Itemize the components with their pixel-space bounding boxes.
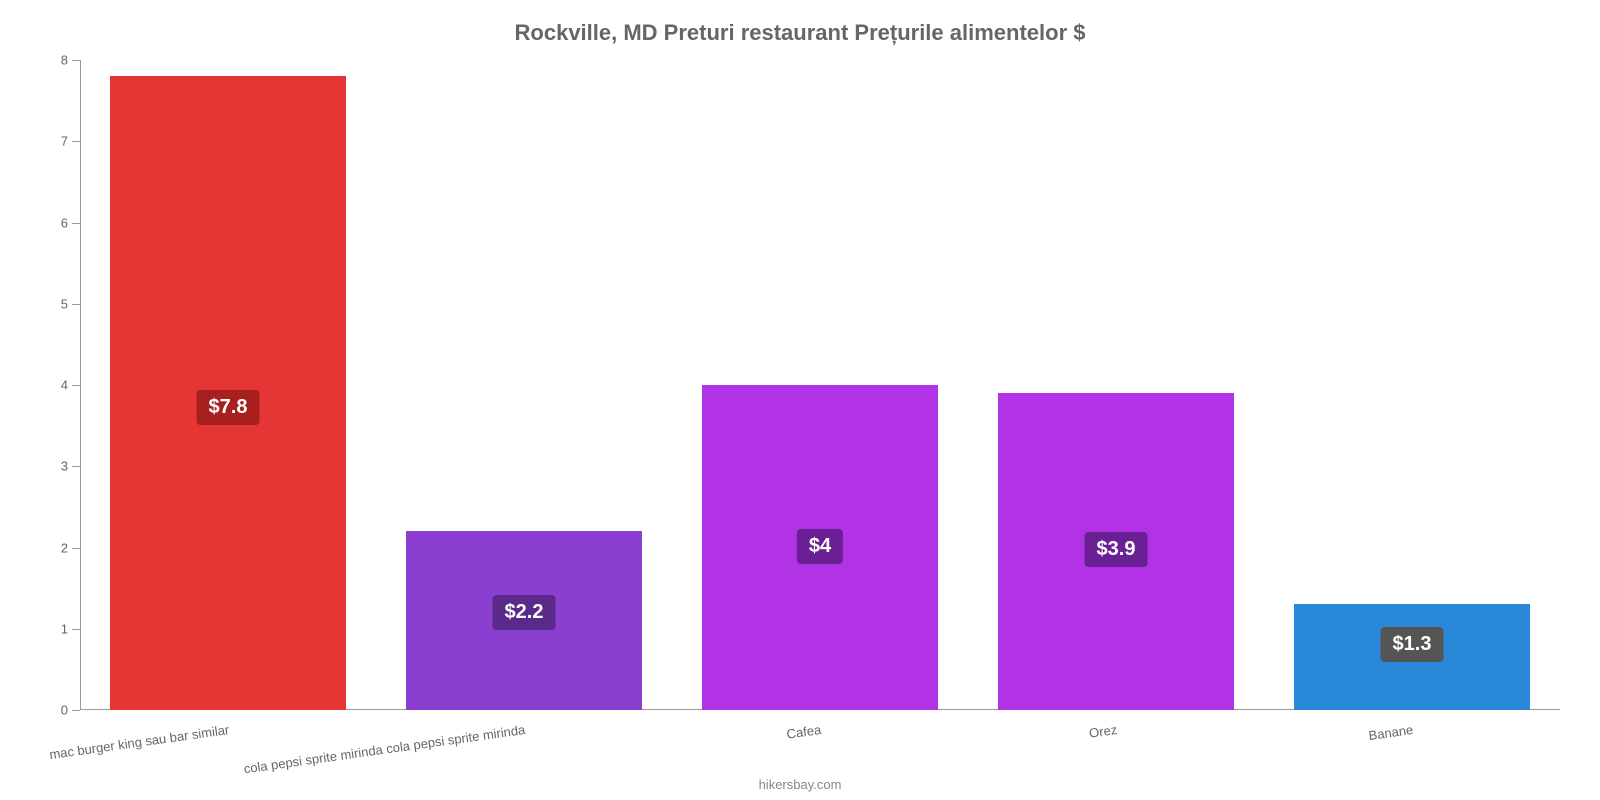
y-tick	[72, 466, 80, 467]
value-badge: $4	[797, 529, 843, 564]
y-tick	[72, 710, 80, 711]
y-tick	[72, 223, 80, 224]
y-tick	[72, 141, 80, 142]
value-badge: $3.9	[1085, 532, 1148, 567]
y-tick-label: 7	[61, 134, 68, 149]
bar: $2.2	[406, 531, 643, 710]
plot-area: 012345678$7.8mac burger king sau bar sim…	[80, 60, 1560, 710]
bar: $1.3	[1294, 604, 1531, 710]
y-axis	[80, 60, 81, 710]
bar: $4	[702, 385, 939, 710]
y-tick-label: 0	[61, 703, 68, 718]
bar: $3.9	[998, 393, 1235, 710]
y-tick-label: 6	[61, 215, 68, 230]
y-tick-label: 4	[61, 378, 68, 393]
value-badge: $7.8	[197, 390, 260, 425]
chart-container: Rockville, MD Preturi restaurant Prețuri…	[0, 0, 1600, 800]
y-tick	[72, 304, 80, 305]
value-badge: $2.2	[493, 595, 556, 630]
y-tick	[72, 629, 80, 630]
x-category-label: Cafea	[786, 722, 822, 742]
y-tick-label: 8	[61, 53, 68, 68]
y-tick-label: 5	[61, 296, 68, 311]
y-tick	[72, 385, 80, 386]
x-category-label: Banane	[1368, 722, 1414, 743]
x-category-label: Orez	[1088, 722, 1118, 741]
y-tick	[72, 548, 80, 549]
footer-credit: hikersbay.com	[0, 777, 1600, 792]
value-badge: $1.3	[1381, 627, 1444, 662]
y-tick	[72, 60, 80, 61]
y-tick-label: 3	[61, 459, 68, 474]
chart-title: Rockville, MD Preturi restaurant Prețuri…	[0, 0, 1600, 46]
x-category-label: cola pepsi sprite mirinda cola pepsi spr…	[243, 722, 526, 776]
bar: $7.8	[110, 76, 347, 710]
y-tick-label: 1	[61, 621, 68, 636]
y-tick-label: 2	[61, 540, 68, 555]
x-category-label: mac burger king sau bar similar	[48, 722, 230, 762]
